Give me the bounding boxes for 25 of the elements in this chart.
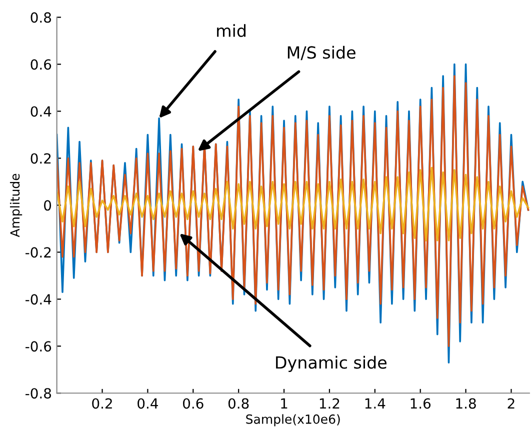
annotation: mid xyxy=(217,24,246,38)
y-tick-label: -0.2 xyxy=(26,247,51,258)
x-tick-label: 2 xyxy=(508,398,514,409)
annotation: Dynamic side xyxy=(276,356,386,372)
annotation: M/S side xyxy=(288,46,356,60)
y-tick-label: 0.6 xyxy=(30,59,52,70)
y-tick-label: 0.4 xyxy=(30,106,52,117)
line-series xyxy=(56,166,530,242)
x-tick-label: 1.8 xyxy=(456,398,476,409)
y-tick-label: 0.8 xyxy=(30,12,52,23)
x-tick-label: 0.8 xyxy=(228,398,249,409)
x-tick-label: 1.6 xyxy=(410,398,431,409)
x-tick-label: 1 xyxy=(281,398,288,409)
x-tick-label: 0.4 xyxy=(138,398,158,409)
x-tick-label: 1.4 xyxy=(365,398,386,409)
y-axis-title: Amplitude xyxy=(10,174,22,238)
y-tick-label: -0.6 xyxy=(26,341,52,352)
y-tick-label: 0.2 xyxy=(30,153,51,164)
y-tick-label: 0 xyxy=(44,200,52,211)
x-axis-title: Sample(x10e6) xyxy=(246,414,340,426)
y-tick-label: -0.8 xyxy=(26,388,52,399)
x-tick-label: 0.2 xyxy=(92,398,112,409)
x-tick-label: 0.6 xyxy=(183,398,204,409)
x-tick-label: 1.2 xyxy=(320,398,340,409)
y-tick-label: -0.4 xyxy=(26,294,52,305)
